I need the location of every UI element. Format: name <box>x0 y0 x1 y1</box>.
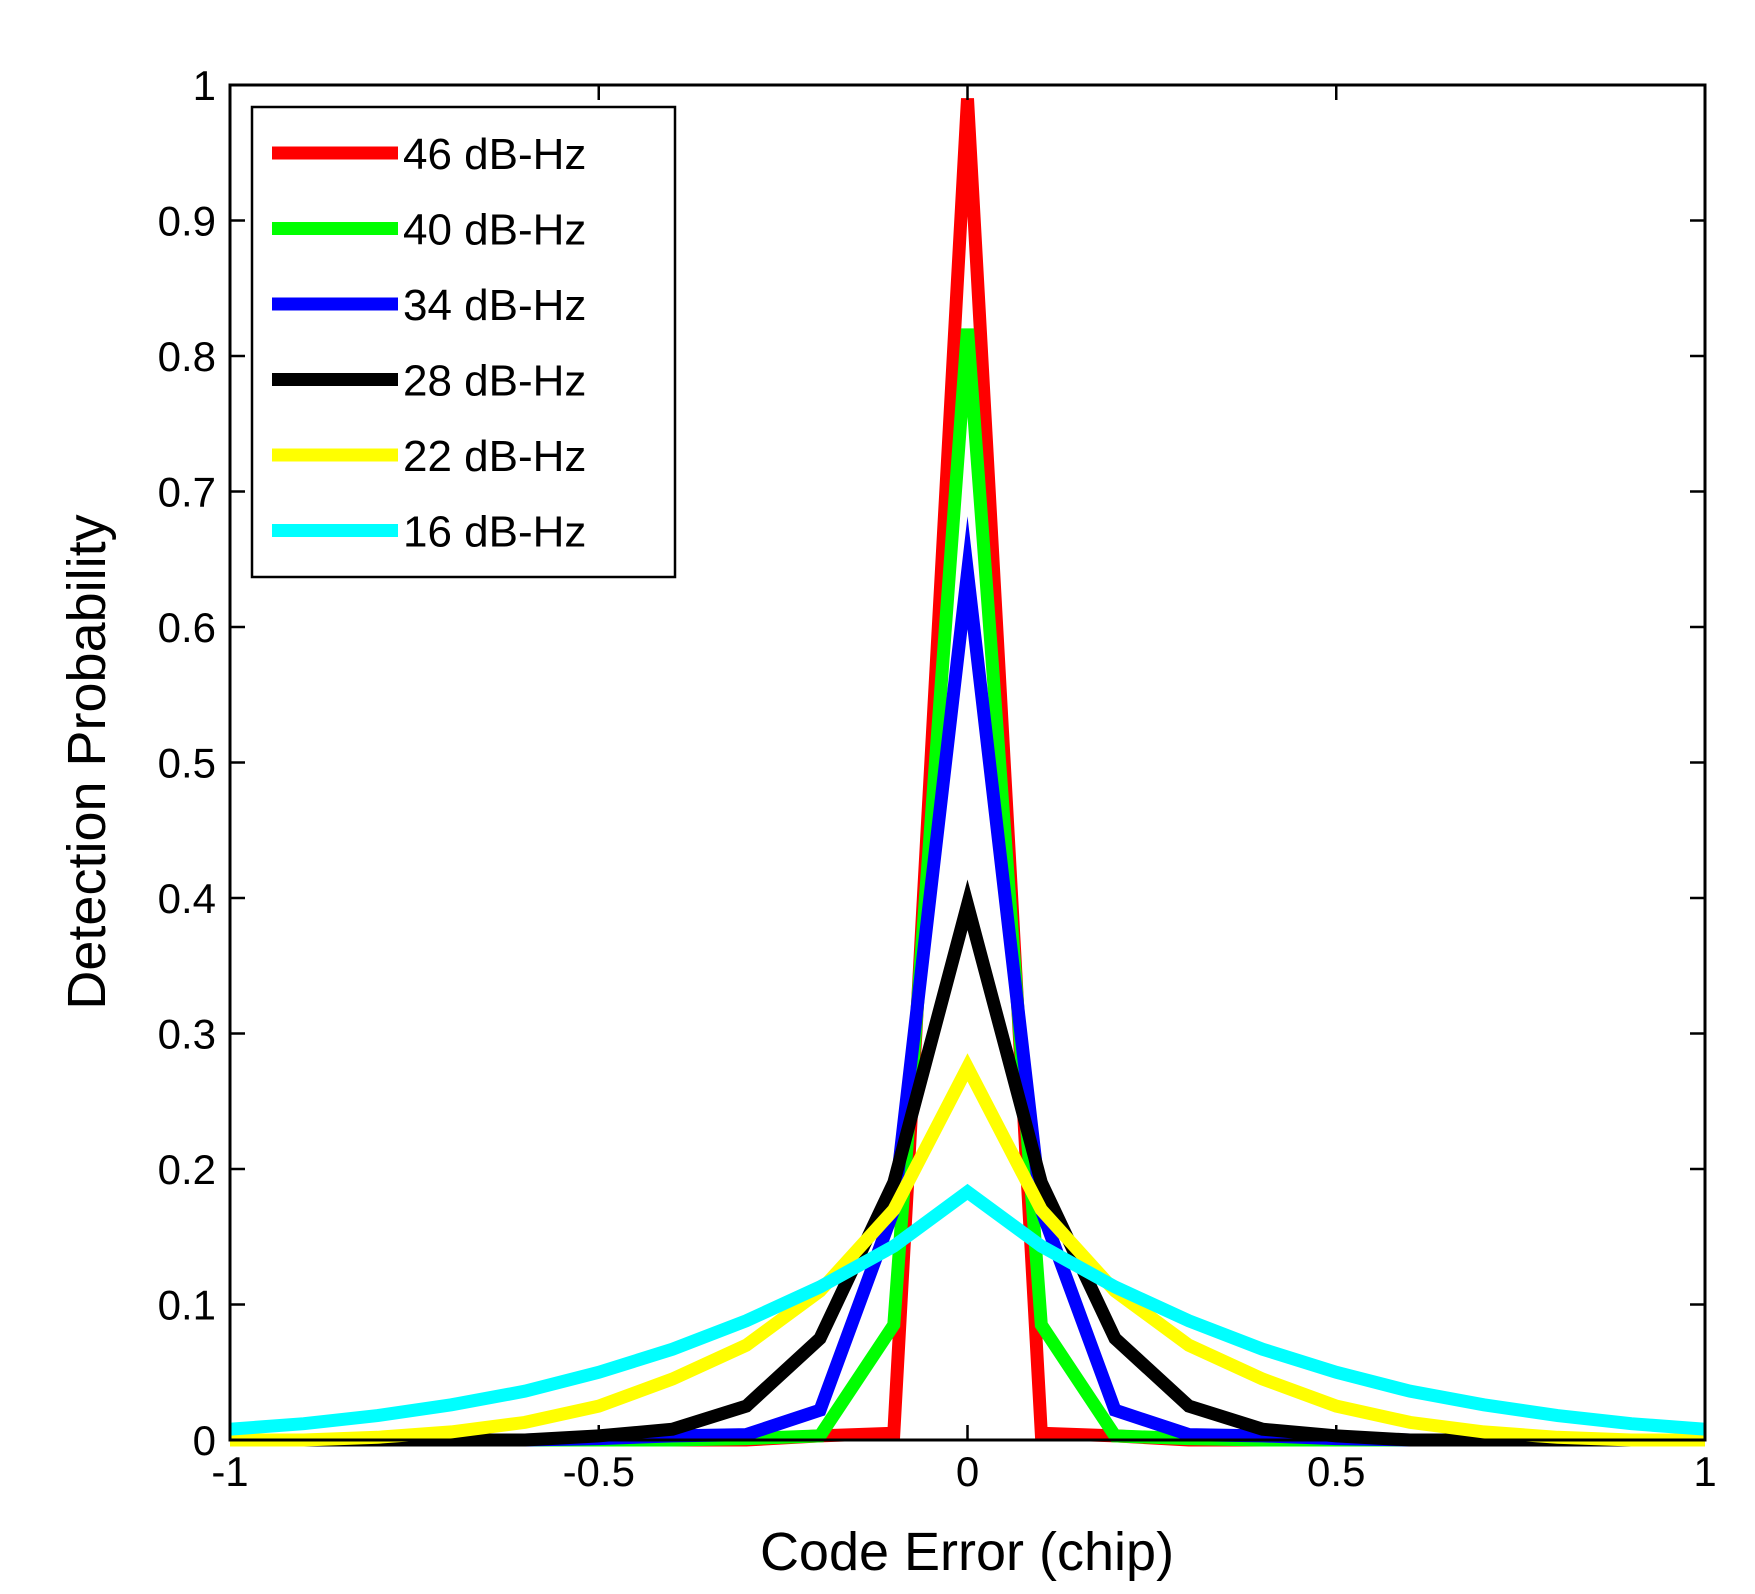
legend-label-1: 40 dB-Hz <box>403 206 586 255</box>
legend-label-2: 34 dB-Hz <box>403 281 586 330</box>
y-tick-label: 0.9 <box>158 198 216 245</box>
series-line-4 <box>230 1053 1705 1447</box>
y-tick-label: 0.7 <box>158 469 216 516</box>
y-tick-label: 0.4 <box>158 875 216 922</box>
legend-box <box>250 105 677 579</box>
y-tick-label: 0.1 <box>158 1282 216 1329</box>
x-tick-label: 0 <box>956 1448 979 1495</box>
legend-label-0: 46 dB-Hz <box>403 130 586 179</box>
y-tick-label: 0.8 <box>158 333 216 380</box>
x-tick-label: 0.5 <box>1307 1448 1365 1495</box>
tick-layer: -1 -0.5 0 0.5 1 0 0.1 0.2 0.3 0.4 0.5 0.6 0.7 0.8 0.9 1 <box>158 62 1717 1495</box>
y-tick-label: 0 <box>193 1417 216 1464</box>
y-tick-label: 0.5 <box>158 740 216 787</box>
y-tick-label: 0.2 <box>158 1146 216 1193</box>
y-axis-label: Detection Probability <box>57 514 117 1009</box>
legend: 46 dB-Hz 40 dB-Hz 34 dB-Hz 28 dB-Hz 22 dB-Hz… <box>250 105 677 579</box>
x-tick-label: -1 <box>211 1448 248 1495</box>
y-tick-label: 1 <box>193 62 216 109</box>
legend-label-5: 16 dB-Hz <box>403 508 586 557</box>
x-tick-label: 1 <box>1693 1448 1716 1495</box>
y-tick-label: 0.6 <box>158 604 216 651</box>
legend-label-4: 22 dB-Hz <box>403 432 586 481</box>
x-axis-label: Code Error (chip) <box>760 1522 1174 1582</box>
x-tick-label: -0.5 <box>563 1448 635 1495</box>
legend-label-3: 28 dB-Hz <box>403 357 586 406</box>
series-line-5 <box>229 1183 1706 1436</box>
y-tick-label: 0.3 <box>158 1011 216 1058</box>
